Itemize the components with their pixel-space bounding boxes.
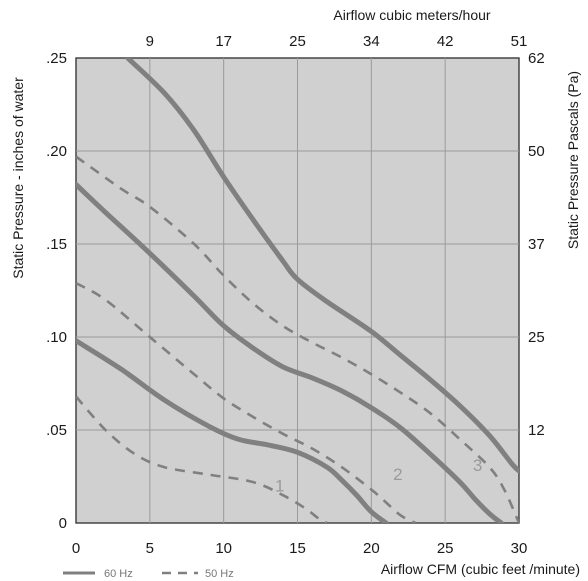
curve-3-50hz-line: [76, 155, 519, 523]
bottom-tick-label: 10: [215, 540, 232, 557]
bottom-axis-title: Airflow CFM (cubic feet /minute): [381, 561, 580, 577]
right-tick-label: 50: [528, 143, 545, 160]
bottom-tick-label: 15: [289, 540, 306, 557]
curve-number-label: 3: [473, 456, 482, 475]
top-tick-label: 42: [437, 33, 454, 50]
bottom-tick-label: 25: [437, 540, 454, 557]
curve-number-label: 1: [275, 476, 284, 495]
curve-3-60hz-line: [125, 58, 519, 474]
left-tick-label: .05: [46, 422, 67, 439]
bottom-tick-label: 20: [363, 540, 380, 557]
legend: 60 Hz 50 Hz: [63, 568, 234, 580]
top-tick-label: 34: [363, 33, 380, 50]
right-tick-label: 62: [528, 50, 545, 67]
top-tick-label: 51: [511, 33, 528, 50]
right-tick-label: 12: [528, 422, 545, 439]
tick-labels: 0 5 10 15 20 25 309 17 25 34 42 510.05.10.15.20.251…: [46, 33, 545, 557]
gridlines: [76, 58, 519, 523]
bottom-tick-label: 30: [511, 540, 528, 557]
bottom-tick-label: 0: [72, 540, 80, 557]
legend-solid-label: 60 Hz: [104, 568, 133, 580]
curve-1-60hz-line: [76, 338, 389, 523]
top-axis-title: Airflow cubic meters/hour: [333, 7, 491, 23]
series-layer: [76, 58, 519, 523]
right-tick-label: 25: [528, 329, 545, 346]
left-tick-label: .20: [46, 143, 67, 160]
legend-dashed-label: 50 Hz: [205, 568, 234, 580]
left-axis-title: Static Pressure - inches of water: [10, 77, 26, 279]
left-tick-label: .10: [46, 329, 67, 346]
curve-1-50hz-line: [76, 395, 328, 523]
curve-labels: 1 2 3: [275, 456, 482, 495]
left-tick-label: .15: [46, 236, 67, 253]
top-tick-label: 17: [215, 33, 232, 50]
top-tick-label: 25: [289, 33, 306, 50]
right-tick-label: 37: [528, 236, 545, 253]
curve-2-60hz-line: [76, 182, 504, 523]
right-axis-title: Static Pressure Pascals (Pa): [565, 71, 581, 249]
curve-number-label: 2: [393, 465, 402, 484]
bottom-tick-label: 5: [146, 540, 154, 557]
left-tick-label: 0: [59, 515, 67, 532]
top-tick-label: 9: [146, 33, 154, 50]
curve-2-50hz-line: [76, 281, 417, 523]
left-tick-label: .25: [46, 50, 67, 67]
